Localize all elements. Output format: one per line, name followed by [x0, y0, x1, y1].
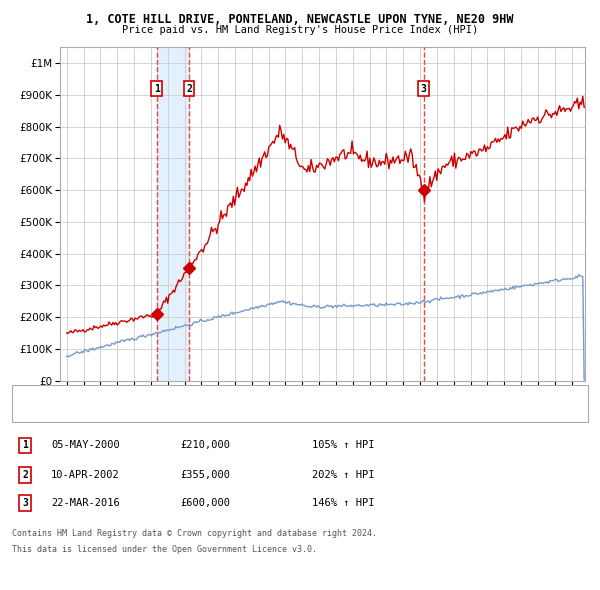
Text: 146% ↑ HPI: 146% ↑ HPI [312, 499, 374, 508]
Text: —: — [24, 404, 34, 422]
Text: Price paid vs. HM Land Registry's House Price Index (HPI): Price paid vs. HM Land Registry's House … [122, 25, 478, 35]
Text: 2: 2 [22, 470, 28, 480]
Bar [157, 47, 189, 381]
Text: 105% ↑ HPI: 105% ↑ HPI [312, 441, 374, 450]
Text: HPI: Average price, detached house, Northumberland: HPI: Average price, detached house, Nort… [51, 408, 301, 417]
Text: £210,000: £210,000 [180, 441, 230, 450]
Text: 10-APR-2002: 10-APR-2002 [51, 470, 120, 480]
Text: 05-MAY-2000: 05-MAY-2000 [51, 441, 120, 450]
Text: 1, COTE HILL DRIVE, PONTELAND, NEWCASTLE UPON TYNE, NE20 9HW (detached house): 1, COTE HILL DRIVE, PONTELAND, NEWCASTLE… [51, 391, 436, 400]
Text: 2: 2 [186, 84, 192, 94]
Text: 3: 3 [22, 499, 28, 508]
Text: £600,000: £600,000 [180, 499, 230, 508]
Text: 1: 1 [154, 84, 160, 94]
Text: 3: 3 [421, 84, 427, 94]
Text: 202% ↑ HPI: 202% ↑ HPI [312, 470, 374, 480]
Text: £355,000: £355,000 [180, 470, 230, 480]
Text: 22-MAR-2016: 22-MAR-2016 [51, 499, 120, 508]
Text: —: — [24, 386, 34, 405]
Text: 1, COTE HILL DRIVE, PONTELAND, NEWCASTLE UPON TYNE, NE20 9HW: 1, COTE HILL DRIVE, PONTELAND, NEWCASTLE… [86, 13, 514, 26]
Text: This data is licensed under the Open Government Licence v3.0.: This data is licensed under the Open Gov… [12, 545, 317, 553]
Text: 1: 1 [22, 441, 28, 450]
Text: Contains HM Land Registry data © Crown copyright and database right 2024.: Contains HM Land Registry data © Crown c… [12, 529, 377, 537]
